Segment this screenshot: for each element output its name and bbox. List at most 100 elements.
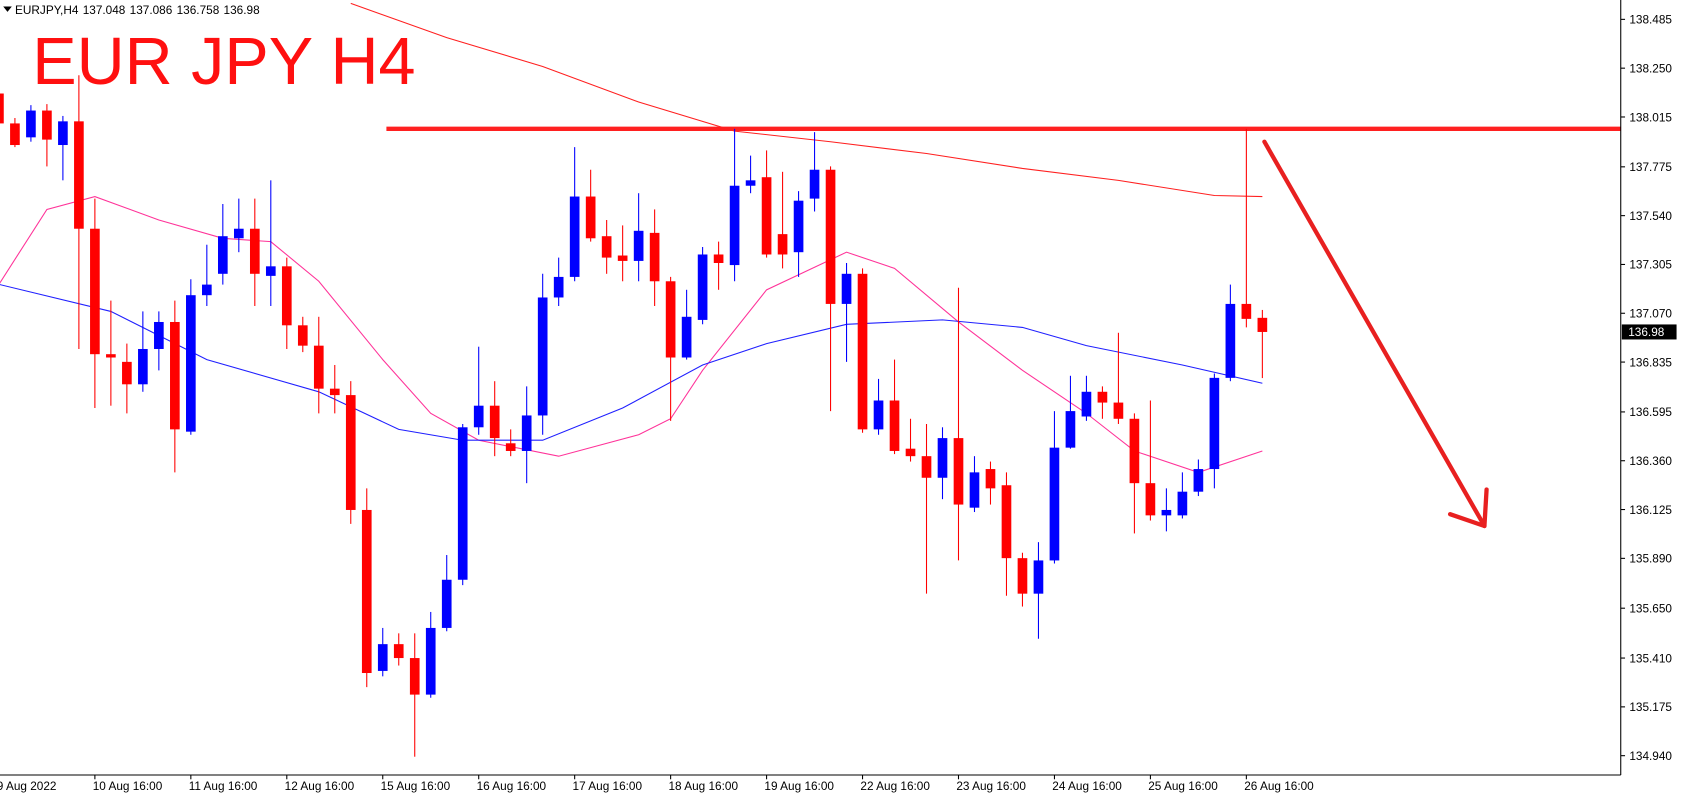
candle-body: [377, 644, 388, 671]
candle-body: [138, 348, 148, 385]
candle-body: [713, 254, 724, 263]
candle-body: [329, 388, 340, 396]
x-tick-label: 19 Aug 16:00: [764, 779, 834, 793]
x-tick-label: 18 Aug 16:00: [668, 779, 738, 793]
candle-body: [297, 325, 308, 346]
arrow-head: [1447, 512, 1487, 529]
candle-body: [889, 400, 900, 451]
candle-body: [345, 395, 356, 510]
candle-body: [921, 456, 932, 478]
y-tick-label: 136.125: [1629, 503, 1672, 517]
y-tick-label: 137.540: [1629, 209, 1672, 223]
y-tick-label: 138.015: [1629, 110, 1672, 124]
candle-body: [106, 354, 116, 358]
candle-body: [937, 438, 948, 478]
candle-body: [1017, 558, 1028, 594]
candle-body: [170, 321, 180, 430]
candle-body: [42, 110, 52, 140]
candle-body: [1001, 485, 1012, 559]
candle-body: [809, 169, 820, 199]
forecast-arrow: [1262, 139, 1489, 529]
candle-body: [265, 266, 276, 276]
candle-body: [633, 230, 644, 261]
chart-title: EUR JPY H4: [32, 25, 415, 99]
candle-body: [1113, 402, 1124, 419]
header-high: 137.086: [130, 3, 173, 17]
x-tick-label: 26 Aug 16:00: [1244, 779, 1314, 793]
candle-body: [281, 266, 292, 326]
candle-body: [1097, 391, 1108, 403]
candle-body: [729, 185, 740, 266]
x-tick-label: 25 Aug 16:00: [1148, 779, 1218, 793]
candle-body: [1225, 303, 1236, 378]
candle-body: [1081, 391, 1092, 417]
candle-body: [697, 254, 708, 320]
candle-body: [857, 273, 868, 430]
candle-body: [489, 405, 500, 439]
header-open: 137.048: [83, 3, 126, 17]
candle-body: [1257, 317, 1268, 332]
candle-body: [425, 627, 436, 695]
x-tick-label: 15 Aug 16:00: [381, 779, 451, 793]
y-tick-label: 135.410: [1629, 651, 1672, 665]
x-tick-label: 12 Aug 16:00: [285, 779, 355, 793]
y-tick-label: 138.485: [1629, 13, 1672, 27]
candle-body: [969, 472, 980, 508]
candle-body: [233, 228, 244, 239]
y-tick-label: 137.070: [1629, 307, 1672, 321]
candle-body: [777, 234, 788, 255]
x-tick-label: 23 Aug 16:00: [956, 779, 1026, 793]
price-label: 136.98: [1628, 325, 1665, 339]
candle-body: [1129, 418, 1140, 484]
header-low: 136.758: [177, 3, 220, 17]
candle-body: [202, 284, 212, 296]
candle-body: [473, 405, 484, 428]
y-tick-label: 134.940: [1629, 749, 1672, 763]
y-tick-label: 136.595: [1629, 405, 1672, 419]
candle-body: [569, 196, 580, 277]
candle-body: [665, 281, 676, 358]
candle-body: [1145, 483, 1156, 516]
x-tick-label: 17 Aug 16:00: [573, 779, 643, 793]
moving-average: [350, 2, 1263, 198]
x-tick-label: 16 Aug 16:00: [477, 779, 547, 793]
candle-body: [985, 469, 996, 489]
candle-body: [649, 232, 660, 282]
candle-body: [617, 255, 628, 261]
candle-body: [1193, 469, 1204, 492]
candle-body: [58, 121, 68, 146]
menu-triangle: [3, 6, 12, 12]
arrow-shaft: [1262, 139, 1487, 529]
y-tick-label: 136.360: [1629, 454, 1672, 468]
candle-body: [505, 443, 516, 451]
candle-body: [249, 228, 260, 274]
candle-body: [745, 180, 756, 186]
candle-body: [1177, 491, 1188, 516]
candle-body: [1033, 560, 1044, 594]
plot-area: [0, 2, 1621, 757]
y-tick-label: 136.835: [1629, 355, 1672, 369]
x-tick-label: 10 Aug 16:00: [93, 779, 163, 793]
candle-body: [90, 228, 100, 355]
y-tick-label: 135.890: [1629, 552, 1672, 566]
y-tick-label: 135.650: [1629, 601, 1672, 615]
candle-body: [457, 427, 468, 580]
y-tick-label: 135.175: [1629, 700, 1672, 714]
x-tick-label: 11 Aug 16:00: [189, 779, 258, 793]
candle-body: [793, 200, 804, 253]
candle-body: [361, 509, 372, 674]
candle-body: [313, 345, 324, 389]
candle-body: [953, 438, 964, 505]
candle-body: [601, 236, 612, 258]
candle-body: [1209, 377, 1220, 470]
candle-body: [521, 415, 532, 451]
candle-body: [409, 658, 420, 695]
candle-body: [873, 400, 884, 430]
x-tick-label: 22 Aug 16:00: [860, 779, 930, 793]
candle-body: [681, 316, 692, 358]
y-tick-label: 138.250: [1629, 61, 1672, 75]
candle-body: [26, 110, 36, 138]
header: EURJPY,H4 137.048 137.086 136.758 136.98: [15, 3, 260, 17]
